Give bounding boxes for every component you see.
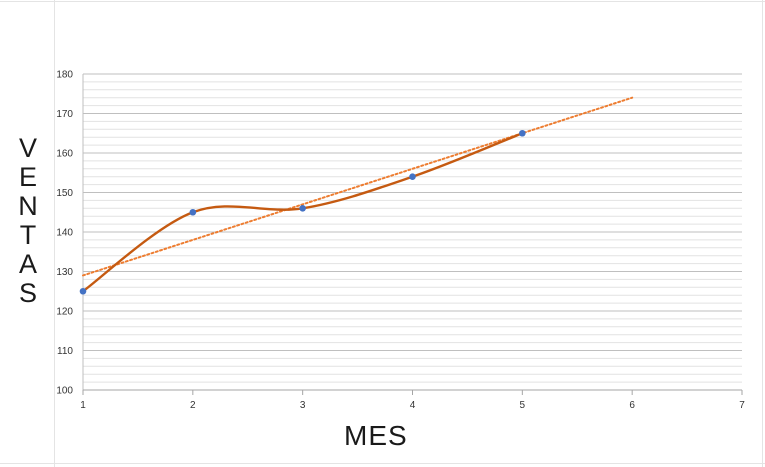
y-tick-label: 170 xyxy=(56,109,73,120)
x-tick-label: 4 xyxy=(410,400,416,411)
data-point xyxy=(79,287,87,295)
data-point xyxy=(409,173,416,180)
x-tick-label: 2 xyxy=(190,400,196,411)
trendline xyxy=(82,96,634,277)
y-tick-label: 160 xyxy=(56,149,73,160)
worksheet-gridline xyxy=(54,0,55,467)
y-axis-title-letter: N xyxy=(18,191,38,221)
y-axis-title-letter: E xyxy=(18,162,37,192)
y-tick-label: 110 xyxy=(57,346,73,357)
worksheet-gridline xyxy=(0,463,765,464)
data-point xyxy=(519,129,526,137)
worksheet-gridline xyxy=(0,1,765,2)
x-tick-label: 5 xyxy=(520,400,526,411)
x-tick-label: 7 xyxy=(739,400,745,411)
data-point xyxy=(189,208,197,216)
x-tick-label: 6 xyxy=(629,400,635,411)
data-point xyxy=(299,205,306,212)
x-tick-label: 3 xyxy=(300,400,306,411)
y-axis-title-letter: T xyxy=(19,220,37,250)
y-tick-label: 180 xyxy=(56,70,73,81)
series-line xyxy=(82,132,523,293)
y-axis-title-letter: V xyxy=(18,133,37,163)
y-axis-title-letter: S xyxy=(18,278,37,308)
y-tick-label: 130 xyxy=(56,267,73,278)
y-axis-title-letter: A xyxy=(18,249,37,279)
x-axis-title: MES xyxy=(344,420,408,451)
x-tick-label: 1 xyxy=(80,400,86,411)
y-tick-label: 150 xyxy=(56,188,73,199)
y-tick-label: 100 xyxy=(56,386,73,397)
worksheet-gridline xyxy=(762,0,763,467)
y-tick-label: 120 xyxy=(56,307,73,318)
y-tick-label: 140 xyxy=(56,228,73,239)
